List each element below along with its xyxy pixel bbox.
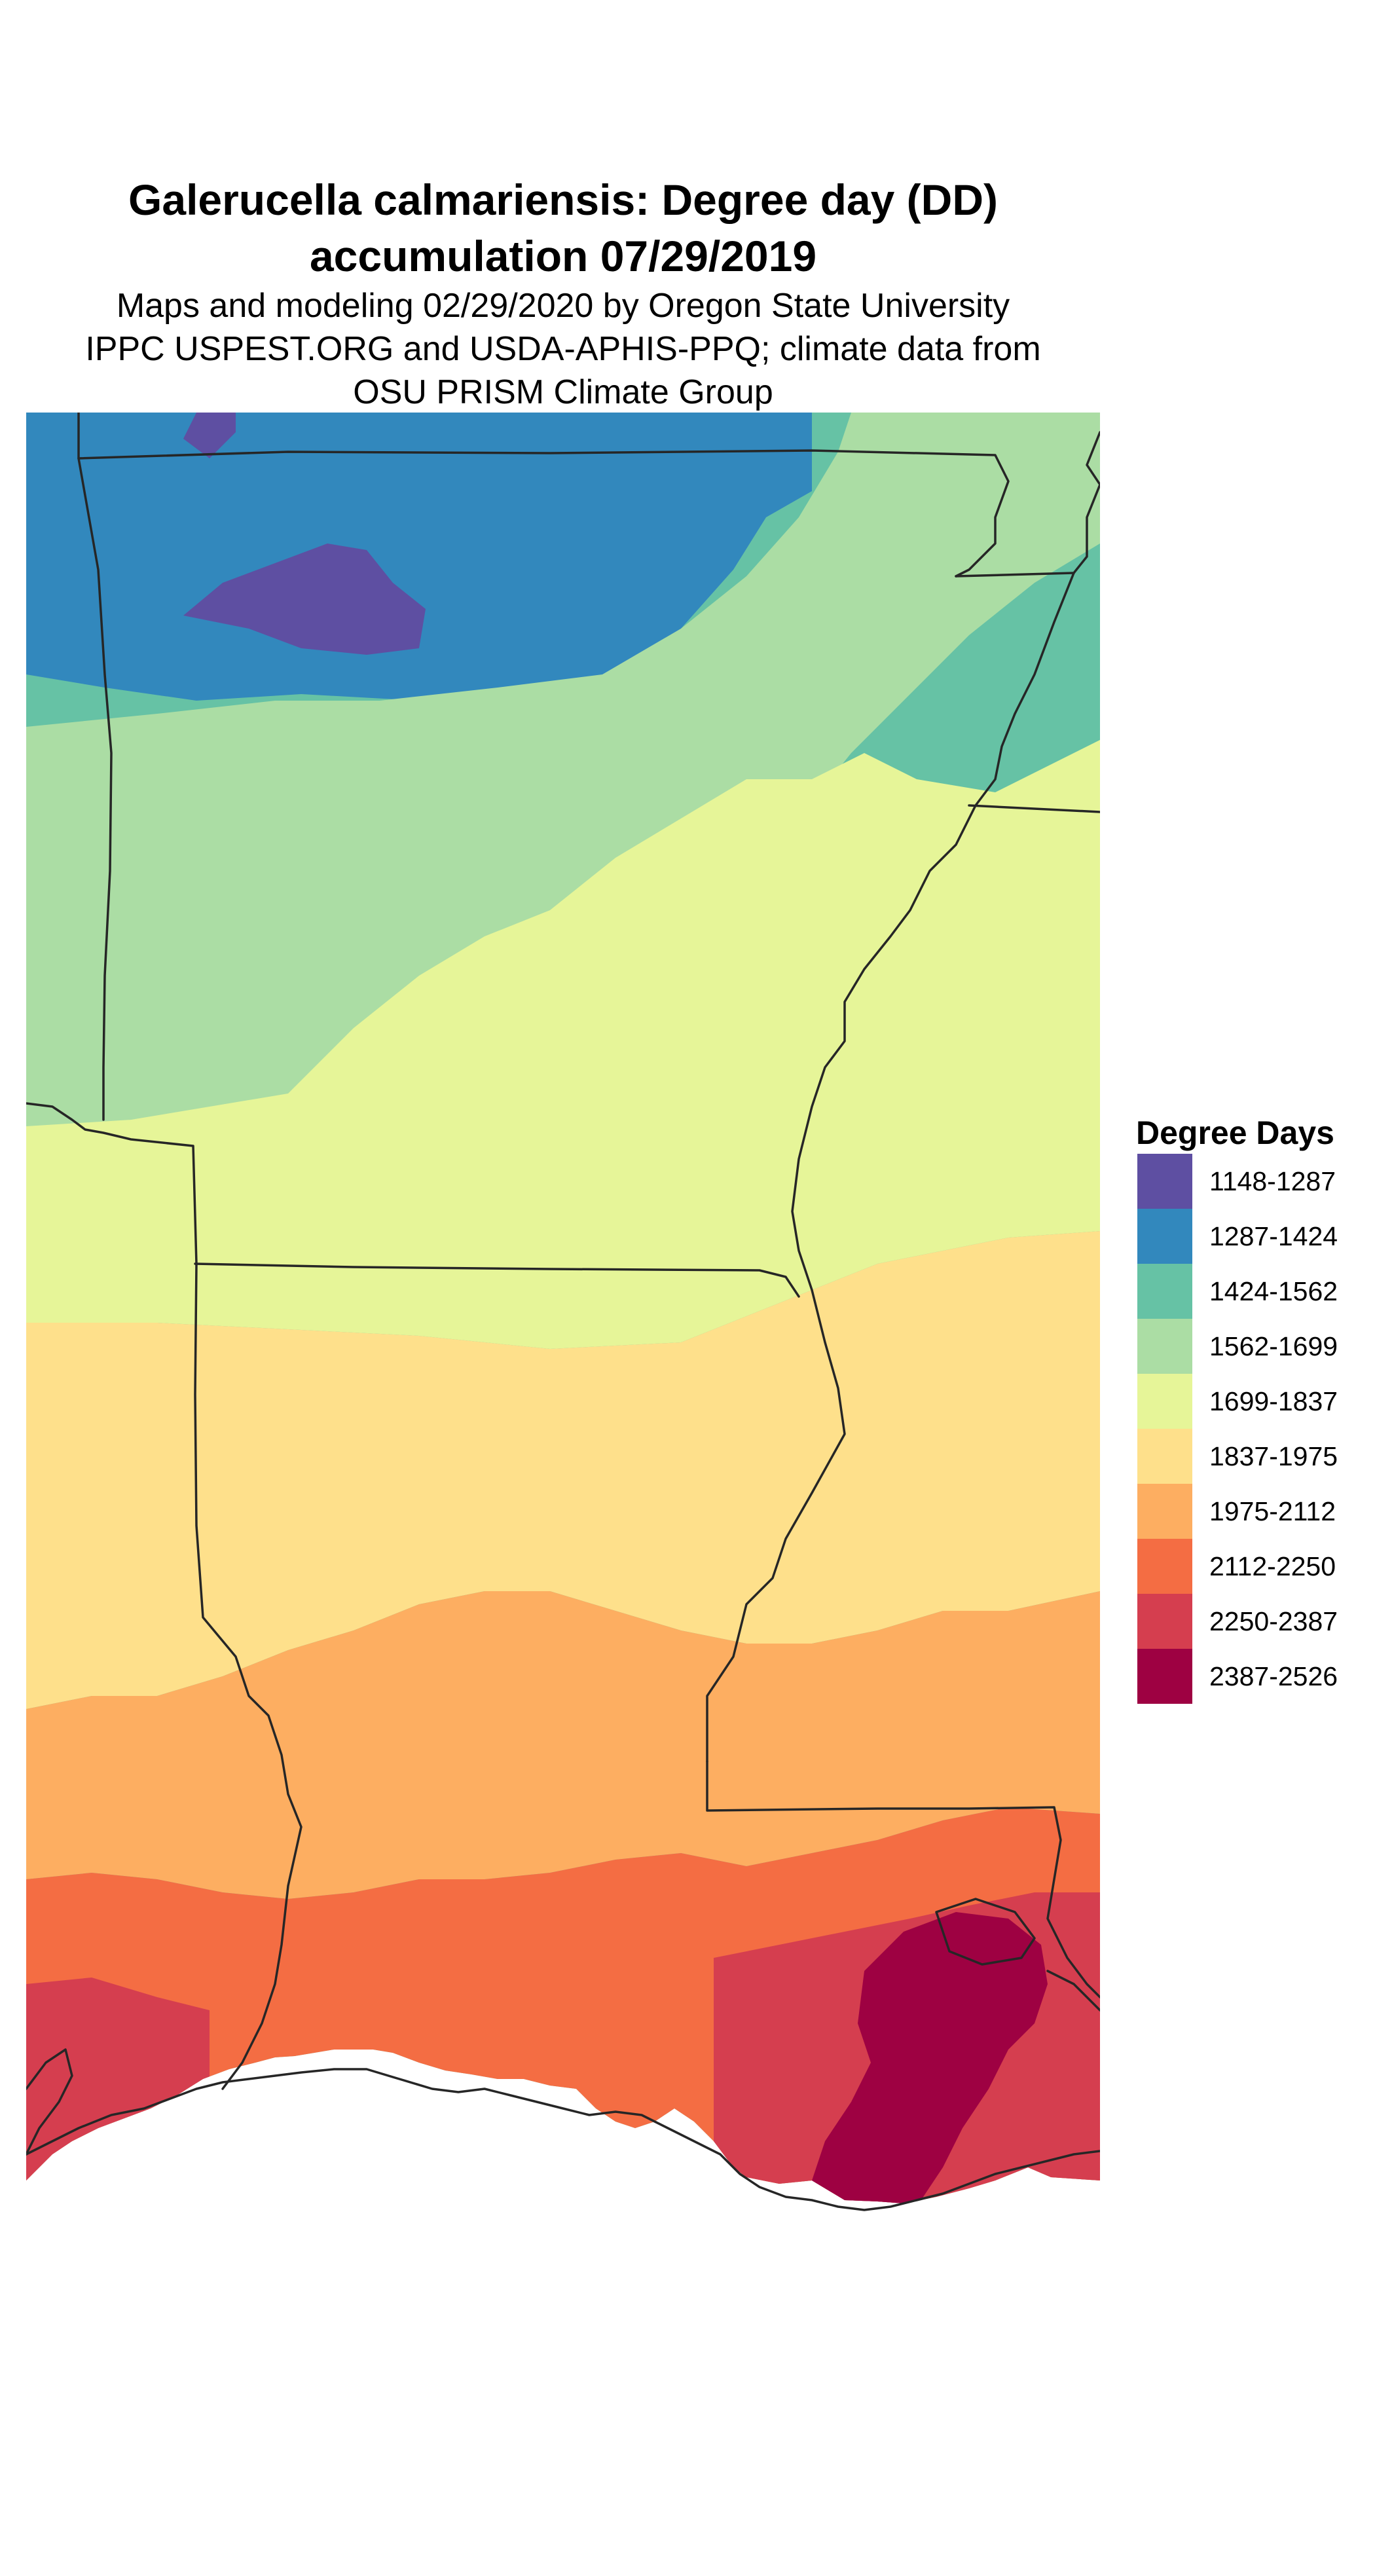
legend-label: 1287-1424 [1209, 1221, 1338, 1251]
map-title-line-1: Galerucella calmariensis: Degree day (DD… [128, 175, 998, 224]
legend-swatch [1137, 1429, 1192, 1484]
legend-label: 2250-2387 [1209, 1606, 1338, 1636]
zone-1699-1837 [26, 740, 1100, 1349]
legend-swatch [1137, 1649, 1192, 1704]
legend-item: 1287-1424 [1136, 1209, 1372, 1264]
map-subtitle-line-1: Maps and modeling 02/29/2020 by Oregon S… [116, 287, 1010, 325]
boundary-line [968, 804, 1100, 813]
zone-1148-1287-north [183, 413, 236, 458]
zone-2387-2526 [812, 1912, 1048, 2203]
legend-label: 2387-2526 [1209, 1661, 1338, 1691]
legend-label: 1699-1837 [1209, 1386, 1338, 1416]
legend-swatch [1137, 1594, 1192, 1649]
title-block: Galerucella calmariensis: Degree day (DD… [26, 172, 1100, 414]
coastline [1046, 1970, 1100, 2012]
legend-label: 1975-2112 [1209, 1496, 1336, 1526]
legend-item: 2250-2387 [1136, 1594, 1372, 1649]
boundary-line [955, 572, 1075, 578]
coastline [26, 2068, 1100, 2211]
legend-swatch [1137, 1209, 1192, 1264]
legend-item: 2387-2526 [1136, 1649, 1372, 1704]
map-title-line-2: accumulation 07/29/2019 [309, 232, 817, 280]
legend-item: 1562-1699 [1136, 1319, 1372, 1374]
legend-item: 1975-2112 [1136, 1484, 1372, 1539]
state-boundaries [26, 413, 1100, 2211]
legend-swatch [1137, 1484, 1192, 1539]
legend-swatch [1137, 1264, 1192, 1319]
boundary-line [77, 413, 113, 1121]
legend-label: 1562-1699 [1209, 1331, 1338, 1361]
boundary-line [26, 1102, 302, 2090]
lake-outline [935, 1898, 1036, 1966]
zone-1975-2112 [26, 1591, 1100, 1899]
zone-1837-1975 [26, 1231, 1100, 1709]
river-boundary [706, 431, 1100, 1763]
legend-label: 1424-1562 [1209, 1276, 1338, 1306]
map-canvas [26, 413, 1100, 2211]
legend-item: 1699-1837 [1136, 1374, 1372, 1429]
map-subtitle-line-3: OSU PRISM Climate Group [353, 373, 773, 411]
degree-day-zones [26, 413, 1100, 2203]
zone-1287-1424 [26, 413, 812, 707]
boundary-line [706, 1760, 1100, 1998]
legend-item: 1424-1562 [1136, 1264, 1372, 1319]
legend: Degree Days 1148-1287 1287-1424 1424-156… [1136, 1112, 1372, 1704]
legend-title: Degree Days [1136, 1114, 1334, 1151]
legend-label: 2112-2250 [1209, 1551, 1336, 1581]
legend-item: 1148-1287 [1136, 1154, 1372, 1209]
legend-swatch [1137, 1319, 1192, 1374]
legend-swatch [1137, 1154, 1192, 1209]
legend-item: 1837-1975 [1136, 1429, 1372, 1484]
map-subtitle-line-2: IPPC USPEST.ORG and USDA-APHIS-PPQ; clim… [85, 330, 1041, 368]
legend-swatch [1137, 1374, 1192, 1429]
zone-1148-1287-central [183, 543, 426, 655]
zone-1562-1699 [26, 413, 1100, 1133]
legend-swatch [1137, 1539, 1192, 1594]
degree-day-map [26, 413, 1100, 2246]
legend-label: 1837-1975 [1209, 1441, 1338, 1471]
legend-label: 1148-1287 [1209, 1166, 1336, 1196]
boundary-line [194, 1262, 800, 1298]
coastline [26, 2048, 73, 2156]
boundary-line [77, 449, 1010, 578]
legend-item: 2112-2250 [1136, 1539, 1372, 1594]
